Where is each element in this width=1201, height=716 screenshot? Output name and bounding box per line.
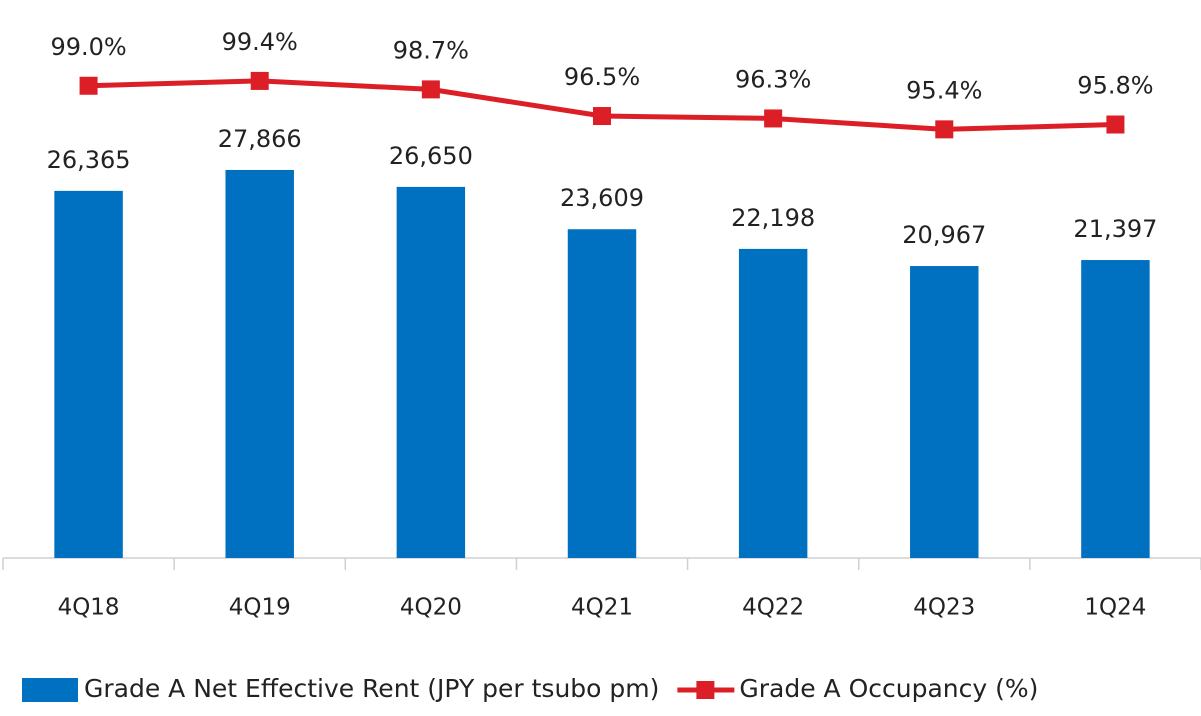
data-label: 27,866 xyxy=(218,125,302,153)
data-label: 26,365 xyxy=(47,146,131,174)
bar xyxy=(225,169,294,558)
bar xyxy=(567,229,637,558)
data-label: 26,650 xyxy=(389,142,473,170)
x-tick-label: 4Q21 xyxy=(571,595,633,621)
legend-swatch xyxy=(696,681,715,699)
line-marker xyxy=(421,80,440,99)
legend-label: Grade A Occupancy (%) xyxy=(739,674,1038,703)
legend-label: Grade A Net Effective Rent (JPY per tsub… xyxy=(84,674,659,703)
x-tick-label: 4Q18 xyxy=(58,595,120,621)
data-label: 95.8% xyxy=(1077,72,1153,100)
x-tick-label: 4Q20 xyxy=(400,595,462,621)
x-tick-label: 4Q23 xyxy=(913,595,975,621)
data-label: 95.4% xyxy=(906,76,982,104)
data-label: 20,967 xyxy=(902,221,986,249)
data-label: 99.4% xyxy=(222,28,298,56)
line-marker xyxy=(593,107,611,126)
data-label: 21,397 xyxy=(1073,215,1157,243)
line-marker xyxy=(79,76,98,95)
data-label: 96.3% xyxy=(735,65,811,93)
line-marker xyxy=(935,120,954,139)
line-marker xyxy=(250,71,269,90)
line-marker xyxy=(1106,115,1125,134)
bar xyxy=(54,190,123,558)
bar xyxy=(1081,260,1150,558)
x-tick-label: 4Q22 xyxy=(742,595,804,621)
x-tick-label: 4Q19 xyxy=(229,595,291,621)
legend-swatch xyxy=(22,678,78,702)
data-label: 99.0% xyxy=(50,33,126,61)
data-label: 22,198 xyxy=(731,204,815,232)
line-marker xyxy=(764,109,783,128)
bar xyxy=(738,248,808,558)
bar xyxy=(396,186,466,558)
data-label: 96.5% xyxy=(564,63,640,91)
bar xyxy=(910,266,979,558)
data-label: 98.7% xyxy=(393,36,469,64)
x-tick-label: 1Q24 xyxy=(1084,595,1146,621)
data-label: 23,609 xyxy=(560,184,644,212)
